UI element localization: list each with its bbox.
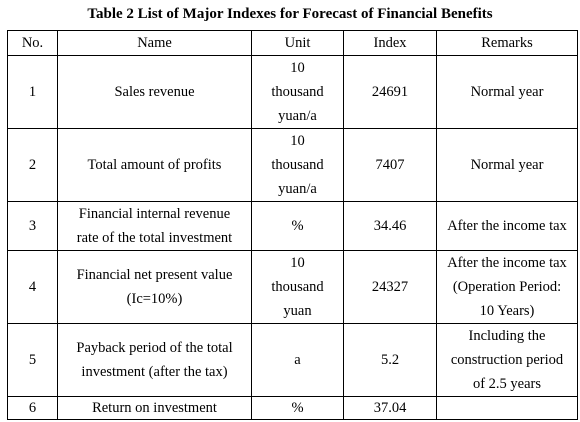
remarks-line: of 2.5 years bbox=[472, 376, 542, 392]
cell-name: Total amount of profits bbox=[57, 128, 252, 202]
cell-unit: 10 thousand yuan/a bbox=[251, 55, 344, 129]
remarks-line: Normal year bbox=[470, 157, 544, 173]
cell-index: 34.46 bbox=[343, 201, 437, 251]
table-row: 1 Sales revenue 10 thousand yuan/a 24691… bbox=[7, 55, 578, 129]
remarks-line: Normal year bbox=[470, 84, 544, 100]
table-row: 5 Payback period of the total investment… bbox=[7, 323, 578, 397]
unit-line: 10 bbox=[290, 255, 305, 271]
financial-indexes-table: No. Name Unit Index Remarks 1 Sales reve… bbox=[7, 30, 578, 420]
cell-no: 3 bbox=[7, 201, 58, 251]
cell-remarks: Including the construction period of 2.5… bbox=[436, 323, 578, 397]
cell-no: 6 bbox=[7, 396, 58, 420]
header-name: Name bbox=[57, 30, 252, 56]
header-index: Index bbox=[343, 30, 437, 56]
cell-index: 7407 bbox=[343, 128, 437, 202]
remarks-line: Including the bbox=[468, 328, 546, 344]
cell-remarks: Normal year bbox=[436, 55, 578, 129]
remarks-line: After the income tax bbox=[447, 218, 567, 234]
unit-line: yuan/a bbox=[278, 181, 317, 197]
cell-no: 4 bbox=[7, 250, 58, 324]
header-remarks: Remarks bbox=[436, 30, 578, 56]
remarks-line: After the income tax bbox=[447, 255, 567, 271]
cell-no: 2 bbox=[7, 128, 58, 202]
cell-remarks bbox=[436, 396, 578, 420]
name-line: Financial internal revenue bbox=[78, 206, 231, 222]
cell-unit: 10 thousand yuan/a bbox=[251, 128, 344, 202]
table-row: 6 Return on investment % 37.04 bbox=[7, 396, 578, 420]
cell-unit: % bbox=[251, 201, 344, 251]
table-caption: Table 2 List of Major Indexes for Foreca… bbox=[87, 6, 493, 22]
unit-line: yuan/a bbox=[278, 108, 317, 124]
cell-index: 24327 bbox=[343, 250, 437, 324]
cell-remarks: Normal year bbox=[436, 128, 578, 202]
cell-name: Financial internal revenue rate of the t… bbox=[57, 201, 252, 251]
name-line: Payback period of the total bbox=[76, 340, 233, 356]
cell-no: 5 bbox=[7, 323, 58, 397]
table-row: 3 Financial internal revenue rate of the… bbox=[7, 201, 578, 251]
cell-unit: a bbox=[251, 323, 344, 397]
cell-name: Payback period of the total investment (… bbox=[57, 323, 252, 397]
cell-unit: % bbox=[251, 396, 344, 420]
cell-name: Return on investment bbox=[57, 396, 252, 420]
cell-index: 5.2 bbox=[343, 323, 437, 397]
unit-line: thousand bbox=[271, 157, 324, 173]
table-header-row: No. Name Unit Index Remarks bbox=[7, 30, 578, 56]
remarks-line: construction period bbox=[450, 352, 564, 368]
name-line: rate of the total investment bbox=[76, 230, 233, 246]
name-line: Financial net present value bbox=[76, 267, 233, 283]
table-row: 4 Financial net present value (Ic=10%) 1… bbox=[7, 250, 578, 324]
cell-remarks: After the income tax (Operation Period: … bbox=[436, 250, 578, 324]
name-line: investment (after the tax) bbox=[81, 364, 228, 380]
unit-line: 10 bbox=[290, 133, 305, 149]
name-line: (Ic=10%) bbox=[126, 291, 183, 307]
header-no: No. bbox=[7, 30, 58, 56]
remarks-line: (Operation Period: bbox=[452, 279, 562, 295]
cell-index: 37.04 bbox=[343, 396, 437, 420]
remarks-line: 10 Years) bbox=[479, 303, 535, 319]
cell-index: 24691 bbox=[343, 55, 437, 129]
cell-name: Sales revenue bbox=[57, 55, 252, 129]
table-row: 2 Total amount of profits 10 thousand yu… bbox=[7, 128, 578, 202]
cell-no: 1 bbox=[7, 55, 58, 129]
cell-name: Financial net present value (Ic=10%) bbox=[57, 250, 252, 324]
unit-line: 10 bbox=[290, 60, 305, 76]
unit-line: thousand bbox=[271, 84, 324, 100]
unit-line: yuan bbox=[283, 303, 312, 319]
cell-remarks: After the income tax bbox=[436, 201, 578, 251]
header-unit: Unit bbox=[251, 30, 344, 56]
unit-line: thousand bbox=[271, 279, 324, 295]
cell-unit: 10 thousand yuan bbox=[251, 250, 344, 324]
